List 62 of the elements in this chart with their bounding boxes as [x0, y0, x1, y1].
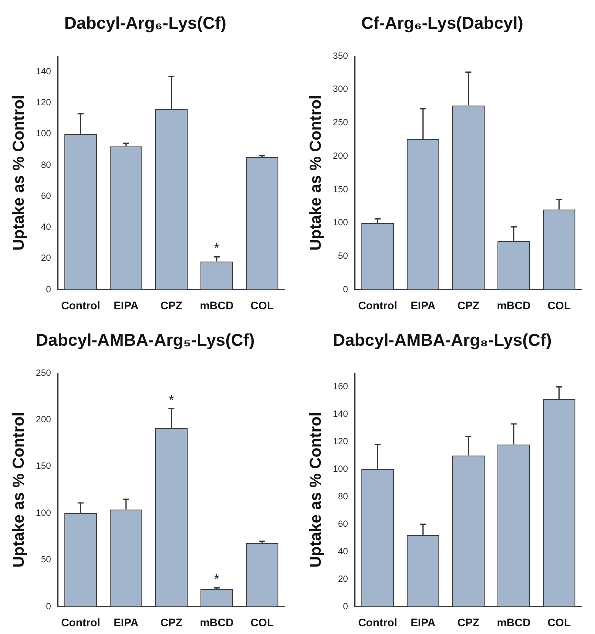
x-tick-label: Control — [61, 300, 100, 312]
y-tick-label: 20 — [41, 253, 52, 264]
y-tick-label: 140 — [36, 66, 52, 76]
y-axis-title: Uptake as % Control — [308, 95, 326, 251]
x-tick-label: EIPA — [114, 617, 139, 630]
y-tick-label: 300 — [333, 84, 348, 94]
y-tick-label: 0 — [46, 601, 52, 612]
y-tick-label: 40 — [41, 222, 52, 232]
x-tick-label: mBCD — [200, 617, 234, 630]
y-tick-label: 100 — [36, 508, 52, 518]
y-tick-label: 0 — [343, 601, 348, 612]
chart-title: Cf-Arg₆-Lys(Dabcyl) — [362, 14, 524, 33]
chart-title: Dabcyl-AMBA-Arg₈-Lys(Cf) — [333, 330, 552, 350]
y-tick-label: 150 — [36, 461, 52, 472]
x-tick-label: COL — [250, 300, 274, 312]
y-tick-label: 200 — [36, 414, 52, 425]
y-tick-label: 80 — [41, 160, 52, 170]
annotation: * — [169, 392, 174, 408]
y-tick-label: 150 — [333, 184, 348, 194]
x-tick-label: COL — [548, 300, 572, 312]
y-tick-label: 100 — [333, 464, 348, 474]
y-tick-label: 100 — [333, 218, 348, 228]
x-tick-label: EIPA — [410, 617, 436, 630]
y-axis-title: Uptake as % Control — [11, 95, 28, 251]
y-tick-label: 0 — [343, 284, 348, 294]
y-tick-label: 120 — [333, 436, 348, 447]
x-tick-label: Control — [358, 300, 398, 312]
y-tick-label: 120 — [36, 98, 52, 108]
y-tick-label: 0 — [46, 284, 52, 294]
y-tick-label: 50 — [338, 250, 348, 261]
y-tick-label: 160 — [333, 382, 348, 392]
x-tick-label: CPZ — [458, 300, 480, 312]
x-tick-label: Control — [61, 617, 100, 630]
y-tick-label: 60 — [338, 518, 348, 529]
y-tick-label: 250 — [36, 368, 52, 378]
annotation: * — [214, 240, 220, 256]
y-tick-label: 20 — [338, 574, 348, 584]
x-tick-label: Control — [358, 617, 398, 630]
chart-title: Dabcyl-AMBA-Arg₅-Lys(Cf) — [36, 330, 255, 350]
y-tick-label: 200 — [333, 150, 348, 161]
x-tick-label: CPZ — [458, 617, 480, 630]
y-tick-label: 50 — [41, 554, 52, 565]
x-tick-label: mBCD — [200, 300, 234, 312]
x-tick-label: COL — [548, 617, 572, 630]
x-tick-label: CPZ — [160, 617, 183, 630]
x-tick-label: mBCD — [497, 617, 531, 630]
y-tick-label: 100 — [36, 128, 52, 139]
x-tick-label: CPZ — [160, 300, 183, 312]
y-axis-title: Uptake as % Control — [11, 412, 28, 568]
chart-title: Dabcyl-Arg₆-Lys(Cf) — [64, 14, 226, 33]
y-axis-title: Uptake as % Control — [308, 412, 326, 568]
y-tick-label: 350 — [333, 50, 348, 61]
y-tick-label: 60 — [41, 190, 52, 201]
x-tick-label: COL — [250, 617, 274, 630]
y-tick-label: 140 — [333, 409, 348, 420]
annotation: * — [214, 572, 220, 587]
x-tick-label: EIPA — [410, 300, 436, 312]
x-tick-label: mBCD — [497, 300, 531, 312]
y-tick-label: 40 — [338, 546, 348, 556]
y-tick-label: 250 — [333, 118, 348, 128]
x-tick-label: EIPA — [114, 300, 139, 312]
y-tick-label: 80 — [338, 491, 348, 502]
